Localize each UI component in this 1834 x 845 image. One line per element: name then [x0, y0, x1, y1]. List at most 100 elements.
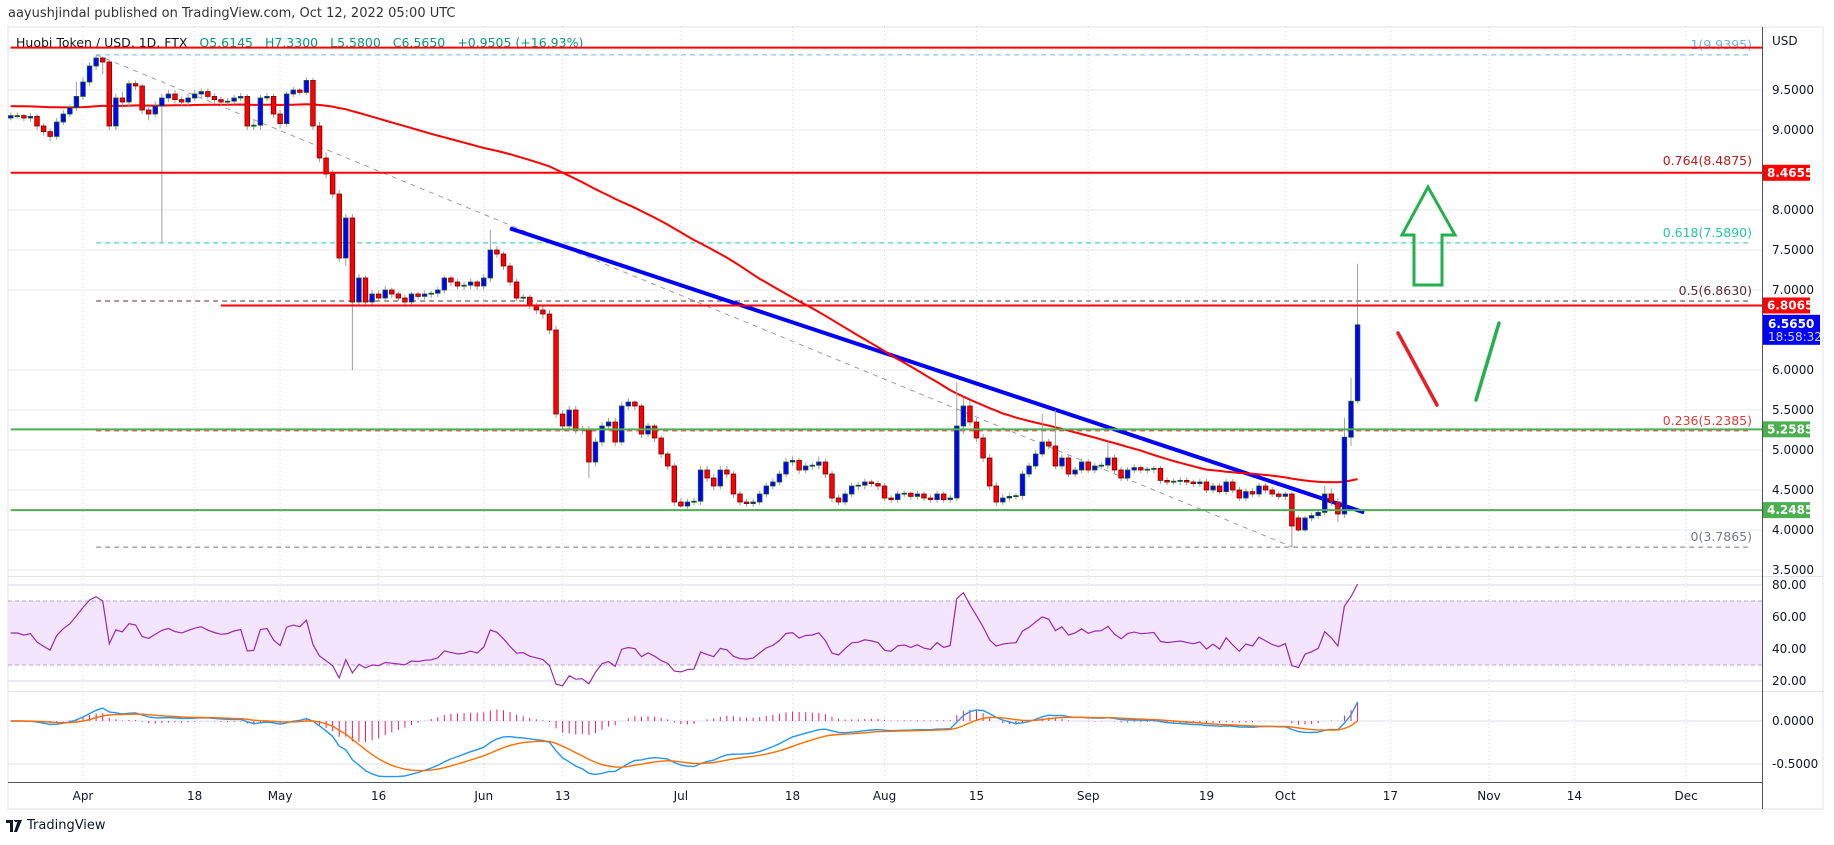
candle[interactable] — [139, 83, 145, 114]
candle[interactable] — [796, 458, 802, 474]
candle[interactable] — [474, 279, 480, 290]
candle[interactable] — [382, 286, 388, 302]
candle[interactable] — [264, 93, 270, 102]
candle[interactable] — [303, 77, 310, 95]
candle[interactable] — [829, 470, 835, 502]
candle[interactable] — [789, 456, 796, 466]
candle[interactable] — [185, 94, 191, 106]
candle[interactable] — [329, 170, 336, 198]
candle[interactable] — [658, 435, 664, 458]
candle[interactable] — [1262, 482, 1269, 494]
candle[interactable] — [1059, 454, 1065, 470]
candle[interactable] — [848, 482, 855, 498]
candle[interactable] — [310, 78, 316, 130]
macd-pane[interactable] — [10, 701, 1359, 778]
candle[interactable] — [119, 91, 126, 106]
candle[interactable] — [34, 114, 40, 130]
candle[interactable] — [671, 462, 677, 506]
candle[interactable] — [290, 86, 296, 98]
candle[interactable] — [395, 291, 402, 302]
candle[interactable] — [375, 290, 382, 302]
candle[interactable] — [178, 96, 185, 106]
candle[interactable] — [1341, 418, 1348, 518]
candle[interactable] — [960, 398, 967, 434]
candle[interactable] — [251, 120, 257, 130]
candle[interactable] — [454, 278, 461, 290]
candle[interactable] — [809, 462, 815, 470]
candle[interactable] — [1210, 482, 1216, 494]
candle[interactable] — [14, 112, 20, 119]
candle[interactable] — [816, 456, 822, 470]
candle[interactable] — [369, 290, 375, 306]
candle[interactable] — [599, 422, 605, 446]
candle[interactable] — [868, 479, 875, 487]
candle[interactable] — [757, 490, 763, 506]
candle[interactable] — [559, 410, 566, 430]
candle[interactable] — [1144, 466, 1151, 474]
candle[interactable] — [421, 290, 428, 300]
candle[interactable] — [1170, 478, 1177, 486]
candle[interactable] — [704, 466, 710, 482]
candle[interactable] — [835, 494, 842, 506]
candle[interactable] — [100, 56, 106, 74]
candle[interactable] — [940, 491, 947, 503]
candle[interactable] — [86, 62, 93, 86]
candle[interactable] — [921, 491, 927, 502]
candle[interactable] — [362, 275, 369, 305]
candle[interactable] — [1203, 478, 1210, 494]
candle[interactable] — [224, 98, 231, 106]
candle[interactable] — [684, 498, 691, 510]
candle[interactable] — [172, 90, 178, 104]
candle[interactable] — [1013, 493, 1019, 500]
candle[interactable] — [349, 214, 356, 370]
candle[interactable] — [822, 458, 829, 478]
candle[interactable] — [1276, 491, 1282, 500]
candle[interactable] — [967, 400, 973, 426]
candle[interactable] — [441, 275, 448, 294]
candle[interactable] — [1184, 477, 1190, 486]
candle[interactable] — [1177, 477, 1183, 486]
candle[interactable] — [1098, 462, 1105, 470]
candle[interactable] — [1092, 462, 1098, 474]
candle[interactable] — [80, 77, 86, 100]
candle[interactable] — [73, 82, 80, 111]
candle[interactable] — [277, 110, 283, 129]
candle[interactable] — [237, 93, 244, 102]
candle[interactable] — [632, 400, 638, 410]
candle[interactable] — [894, 490, 901, 503]
candle[interactable] — [461, 282, 467, 290]
candle[interactable] — [914, 490, 921, 500]
candle[interactable] — [1131, 464, 1137, 474]
candle[interactable] — [875, 481, 881, 490]
candle[interactable] — [1190, 479, 1197, 487]
candle[interactable] — [231, 94, 237, 105]
candle[interactable] — [954, 382, 960, 502]
candle[interactable] — [21, 114, 27, 122]
candle[interactable] — [244, 94, 250, 130]
candle[interactable] — [546, 310, 553, 334]
candle[interactable] — [1026, 462, 1032, 478]
candle[interactable] — [763, 482, 769, 498]
candle[interactable] — [481, 274, 487, 290]
candle[interactable] — [566, 406, 572, 430]
candle[interactable] — [113, 94, 119, 130]
candle[interactable] — [553, 326, 559, 418]
candle[interactable] — [67, 104, 73, 118]
candle[interactable] — [435, 286, 441, 298]
candle[interactable] — [1046, 438, 1052, 450]
candle[interactable] — [881, 482, 888, 502]
candle[interactable] — [145, 106, 152, 121]
candle[interactable] — [927, 494, 934, 503]
main-pane[interactable] — [8, 54, 1752, 548]
candle[interactable] — [336, 190, 342, 262]
candle[interactable] — [1019, 470, 1026, 500]
candle[interactable] — [750, 498, 756, 507]
candle[interactable] — [1000, 494, 1006, 506]
candle[interactable] — [389, 287, 395, 298]
candle[interactable] — [27, 113, 34, 122]
candle[interactable] — [1164, 477, 1170, 486]
rsi-pane[interactable] — [10, 583, 1359, 687]
candle[interactable] — [743, 498, 750, 507]
candle[interactable] — [1006, 493, 1013, 502]
bearish-trendline[interactable] — [509, 226, 1365, 515]
